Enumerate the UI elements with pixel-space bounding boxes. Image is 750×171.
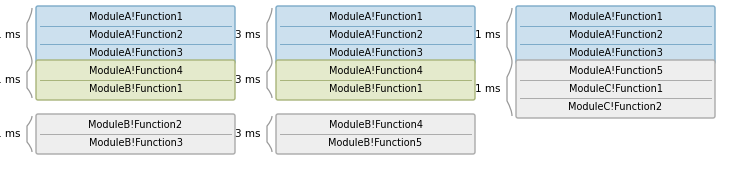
Text: ModuleA!Function2: ModuleA!Function2 (328, 30, 422, 40)
Text: ModuleC!Function2: ModuleC!Function2 (568, 102, 662, 112)
FancyBboxPatch shape (276, 6, 475, 64)
Text: ModuleA!Function3: ModuleA!Function3 (88, 48, 182, 58)
Text: ModuleB!Function2: ModuleB!Function2 (88, 120, 182, 130)
Text: 3 ms: 3 ms (236, 129, 261, 139)
FancyBboxPatch shape (516, 60, 715, 118)
Text: ModuleA!Function2: ModuleA!Function2 (88, 30, 182, 40)
FancyBboxPatch shape (276, 114, 475, 154)
Text: ModuleA!Function1: ModuleA!Function1 (568, 12, 662, 22)
Text: ModuleA!Function3: ModuleA!Function3 (568, 48, 662, 58)
FancyBboxPatch shape (516, 6, 715, 64)
Text: 3 ms: 3 ms (236, 75, 261, 85)
Text: 1 ms: 1 ms (476, 84, 501, 94)
Text: ModuleA!Function1: ModuleA!Function1 (88, 12, 182, 22)
FancyBboxPatch shape (36, 6, 235, 64)
Text: ModuleC!Function1: ModuleC!Function1 (568, 84, 662, 94)
FancyBboxPatch shape (276, 60, 475, 100)
Text: ModuleA!Function2: ModuleA!Function2 (568, 30, 662, 40)
Text: ModuleB!Function5: ModuleB!Function5 (328, 138, 422, 148)
Text: ModuleA!Function4: ModuleA!Function4 (328, 66, 422, 76)
FancyBboxPatch shape (36, 60, 235, 100)
Text: ModuleA!Function3: ModuleA!Function3 (328, 48, 422, 58)
Text: 3 ms: 3 ms (236, 30, 261, 40)
Text: ModuleA!Function5: ModuleA!Function5 (568, 66, 662, 76)
Text: ModuleB!Function4: ModuleB!Function4 (328, 120, 422, 130)
Text: ModuleA!Function1: ModuleA!Function1 (328, 12, 422, 22)
Text: ModuleA!Function4: ModuleA!Function4 (88, 66, 182, 76)
Text: 1 ms: 1 ms (476, 30, 501, 40)
Text: 1 ms: 1 ms (0, 129, 21, 139)
FancyBboxPatch shape (36, 114, 235, 154)
Text: ModuleB!Function3: ModuleB!Function3 (88, 138, 182, 148)
Text: ModuleB!Function1: ModuleB!Function1 (328, 84, 422, 94)
Text: ModuleB!Function1: ModuleB!Function1 (88, 84, 182, 94)
Text: 1 ms: 1 ms (0, 75, 21, 85)
Text: 1 ms: 1 ms (0, 30, 21, 40)
